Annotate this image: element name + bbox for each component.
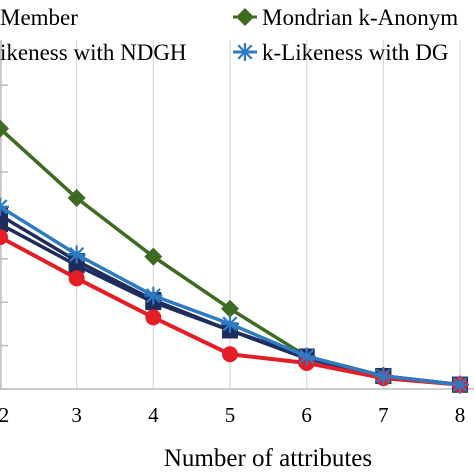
data-point <box>374 366 393 385</box>
legend-label: k-Likeness with DG <box>262 40 449 65</box>
data-point <box>0 119 9 138</box>
legend-label: Mondrian k-Anonym <box>262 5 458 30</box>
data-point <box>144 247 163 266</box>
x-tick-label: 3 <box>71 403 82 427</box>
legend-entry-1: Mondrian k-Anonym <box>233 5 458 30</box>
data-point <box>0 229 8 246</box>
x-tick-label: 4 <box>148 403 159 427</box>
x-axis-title: Number of attributes <box>164 445 372 472</box>
x-tick-label: 7 <box>378 403 389 427</box>
x-tick-label: 5 <box>225 403 236 427</box>
data-point <box>221 314 239 333</box>
legend-swatch-marker <box>236 43 254 61</box>
data-point <box>451 375 469 394</box>
legend-entry-4: k-Likeness with DG <box>233 40 449 65</box>
data-point <box>145 309 162 326</box>
data-point <box>67 245 86 264</box>
data-point <box>68 270 85 287</box>
data-point <box>0 207 8 224</box>
data-point <box>297 347 316 366</box>
legend-entry-3: ikeness with NDGH <box>0 40 187 65</box>
data-point <box>144 286 163 305</box>
legend: Member Mondrian k-Anonym ikeness with NDGH… <box>0 5 458 65</box>
legend-label: Member <box>0 5 78 30</box>
x-tick-label: 8 <box>455 403 466 427</box>
series-layer <box>0 119 469 394</box>
x-tick-label: 2 <box>0 403 9 427</box>
series-0 <box>0 207 468 393</box>
data-point <box>0 216 8 233</box>
data-point <box>67 189 86 208</box>
series-4 <box>0 197 469 394</box>
gridlines <box>0 40 461 389</box>
data-point <box>0 197 9 216</box>
legend-swatch-marker <box>236 8 254 26</box>
x-tick-labels: 2 3 4 5 6 7 8 <box>0 403 465 427</box>
data-point <box>68 257 85 274</box>
data-point <box>221 299 239 318</box>
x-tick-label: 6 <box>301 403 312 427</box>
legend-label: ikeness with NDGH <box>0 40 187 65</box>
legend-entry-0: Member <box>0 5 78 30</box>
data-point <box>222 346 238 363</box>
